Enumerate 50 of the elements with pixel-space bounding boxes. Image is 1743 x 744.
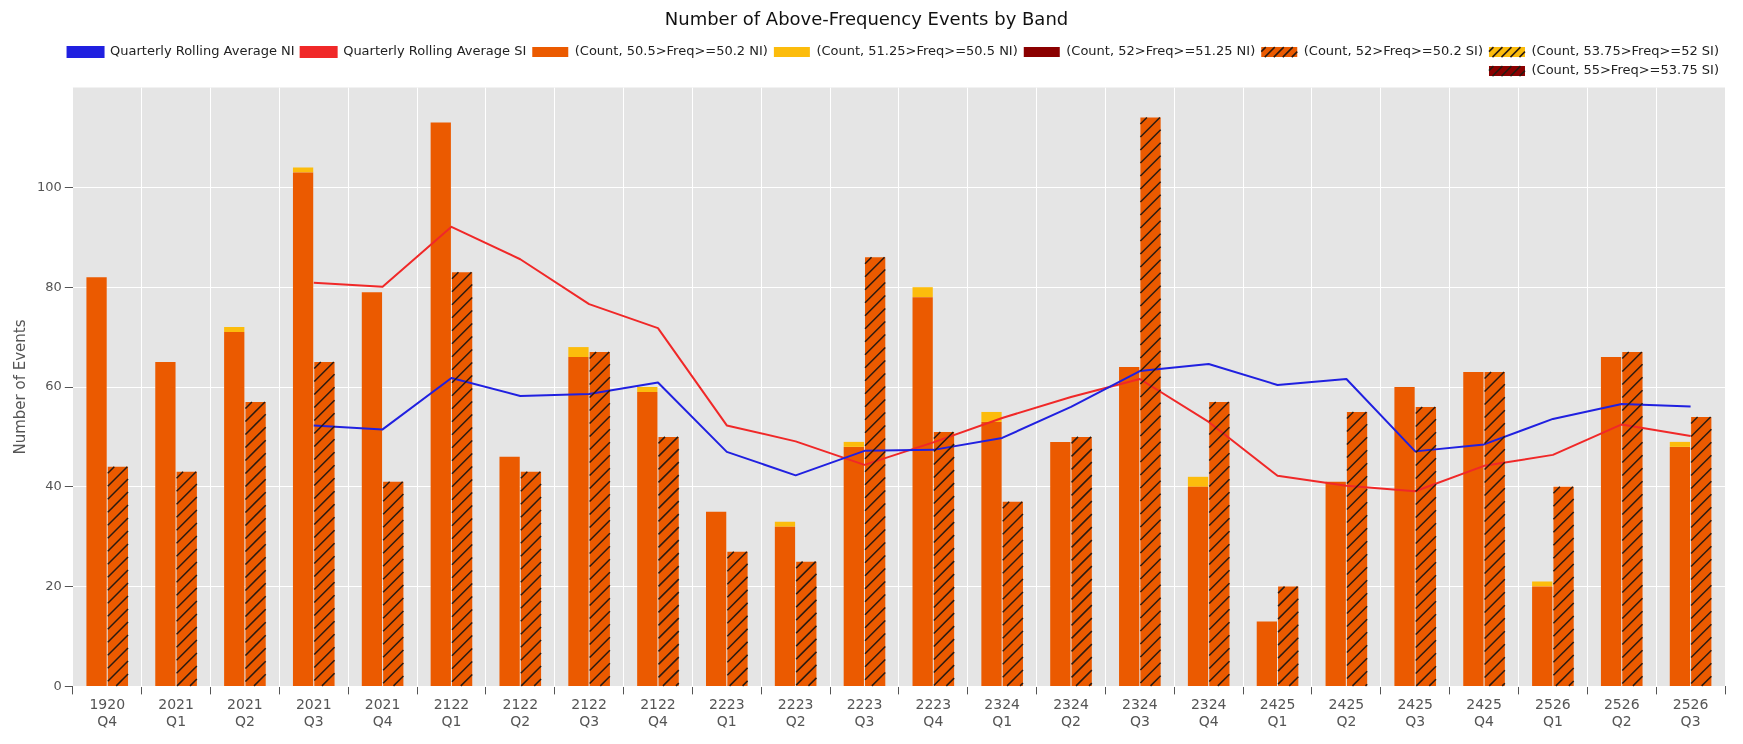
y-tick-label: 60 bbox=[45, 378, 62, 394]
x-tick-label: 2425 Q3 bbox=[1397, 696, 1434, 730]
y-tick-label: 20 bbox=[45, 577, 62, 593]
x-tick-label: 2526 Q2 bbox=[1603, 696, 1640, 730]
x-tick-label: 2223 Q3 bbox=[846, 696, 883, 730]
bar bbox=[568, 347, 589, 358]
legend-label: (Count, 52>Freq>=51.25 NI) bbox=[1066, 43, 1256, 59]
legend-label: (Count, 55>Freq>=53.75 SI) bbox=[1531, 62, 1720, 78]
legend-label: Quarterly Rolling Average SI bbox=[343, 43, 527, 59]
y-tick-label: 80 bbox=[45, 278, 62, 294]
chart-title: Number of Above-Frequency Events by Band bbox=[664, 8, 1069, 30]
legend-label: (Count, 50.5>Freq>=50.2 NI) bbox=[574, 43, 768, 59]
x-tick-label: 2526 Q1 bbox=[1535, 696, 1571, 730]
bar bbox=[1187, 476, 1209, 487]
bar bbox=[1532, 581, 1553, 587]
bar bbox=[912, 287, 933, 298]
x-tick-label: 2021 Q2 bbox=[227, 696, 263, 730]
bar bbox=[1669, 441, 1691, 447]
x-tick-label: 2425 Q4 bbox=[1466, 696, 1502, 730]
x-tick-label: 2223 Q4 bbox=[915, 696, 952, 730]
bar bbox=[637, 387, 658, 392]
x-tick-label: 2526 Q3 bbox=[1672, 696, 1709, 730]
y-tick-label: 40 bbox=[45, 478, 62, 494]
x-tick-label: 2122 Q2 bbox=[502, 696, 539, 730]
bar bbox=[843, 441, 864, 447]
y-tick-label: 100 bbox=[36, 178, 62, 194]
x-tick-label: 2021 Q1 bbox=[158, 696, 194, 730]
y-tick-label: 0 bbox=[53, 677, 62, 693]
bar bbox=[774, 521, 796, 527]
x-tick-label: 2223 Q1 bbox=[708, 696, 745, 730]
legend-label: (Count, 51.25>Freq>=50.5 NI) bbox=[816, 43, 1018, 59]
x-tick-label: 2324 Q1 bbox=[984, 696, 1021, 730]
x-tick-label: 2324 Q2 bbox=[1053, 696, 1089, 730]
x-tick-label: 2122 Q1 bbox=[433, 696, 470, 730]
x-tick-label: 2021 Q4 bbox=[364, 696, 401, 730]
x-tick-label: 2223 Q2 bbox=[777, 696, 814, 730]
x-tick-label: 2425 Q2 bbox=[1328, 696, 1365, 730]
x-tick-label: 2122 Q3 bbox=[571, 696, 607, 730]
x-tick-label: 2021 Q3 bbox=[295, 696, 332, 730]
x-tick-label: 1920 Q4 bbox=[89, 696, 126, 730]
x-tick-label: 2324 Q3 bbox=[1122, 696, 1158, 730]
y-axis-title: Number of Events bbox=[10, 319, 29, 455]
x-tick-label: 2425 Q1 bbox=[1259, 696, 1296, 730]
legend-label: (Count, 52>Freq>=50.2 SI) bbox=[1303, 43, 1483, 59]
bar bbox=[292, 167, 314, 173]
legend-label: (Count, 53.75>Freq>=52 SI) bbox=[1531, 43, 1720, 59]
x-tick-label: 2122 Q4 bbox=[640, 696, 676, 730]
legend-label: Quarterly Rolling Average NI bbox=[110, 43, 295, 59]
x-tick-label: 2324 Q4 bbox=[1190, 696, 1227, 730]
bar bbox=[224, 327, 245, 333]
